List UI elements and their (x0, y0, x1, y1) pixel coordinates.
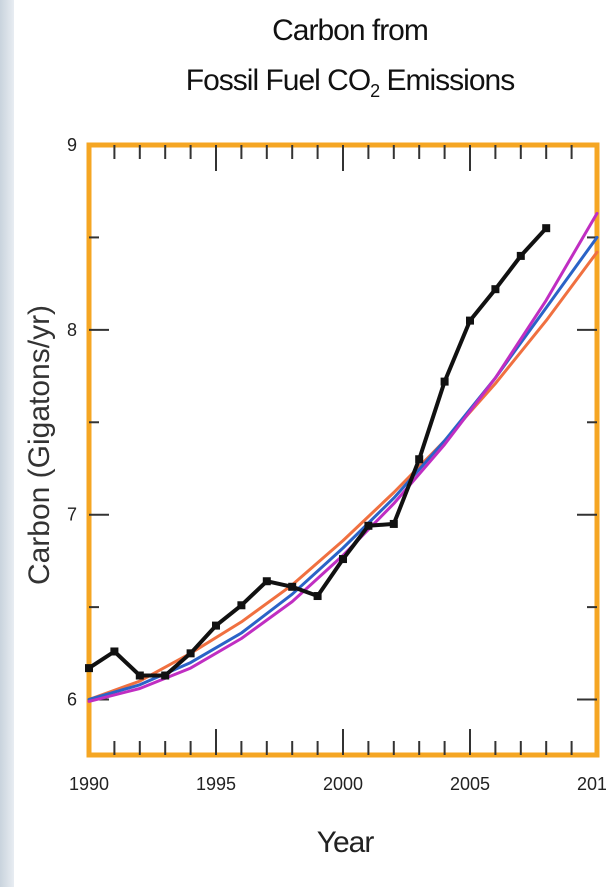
observed-data-point (288, 582, 297, 591)
chart-title-line2: Fossil Fuel CO2 Emissions (150, 64, 550, 102)
x-tick-label: 1995 (196, 774, 236, 794)
chart-title-line2-pre: Fossil Fuel CO (185, 64, 371, 97)
observed-data-point (237, 601, 246, 610)
x-tick-label: 2010 (577, 774, 606, 794)
observed-data-point (542, 224, 551, 233)
y-tick-label: 8 (67, 320, 77, 340)
observed-data-point (212, 621, 220, 630)
observed-data-point (313, 592, 322, 601)
observed-data-point (491, 285, 500, 294)
left-edge-decoration (0, 0, 14, 887)
observed-data-point (161, 671, 170, 680)
y-tick-label: 7 (67, 505, 77, 525)
observed-data-point (110, 647, 119, 656)
observed-data-point (364, 521, 373, 530)
observed-data-point (85, 664, 93, 673)
fitted-curve-line (87, 250, 599, 701)
x-axis-label: Year (316, 826, 375, 859)
observed-data-point (415, 455, 424, 464)
observed-emissions-line (87, 226, 549, 678)
observed-data-point (339, 555, 347, 564)
fitted-curve-line (87, 235, 599, 701)
observed-data-point (389, 519, 398, 528)
observed-data-point (440, 377, 449, 386)
chart-title-line2-sub: 2 (370, 81, 380, 101)
y-tick-label: 6 (67, 690, 77, 710)
y-tick-label: 9 (67, 135, 77, 155)
observed-data-point (262, 577, 271, 586)
observed-data-point (186, 649, 195, 658)
observed-data-point (135, 671, 144, 680)
x-tick-label: 2005 (450, 774, 490, 794)
chart-title-line1: Carbon from (272, 14, 429, 47)
fitted-curve-line (87, 211, 599, 703)
observed-data-point (466, 316, 474, 325)
plot-frame (86, 142, 600, 758)
chart-title-line2-post: Emissions (379, 64, 516, 97)
observed-data-point (516, 251, 525, 260)
x-tick-label: 2000 (323, 774, 363, 794)
x-tick-label: 1990 (69, 774, 109, 794)
